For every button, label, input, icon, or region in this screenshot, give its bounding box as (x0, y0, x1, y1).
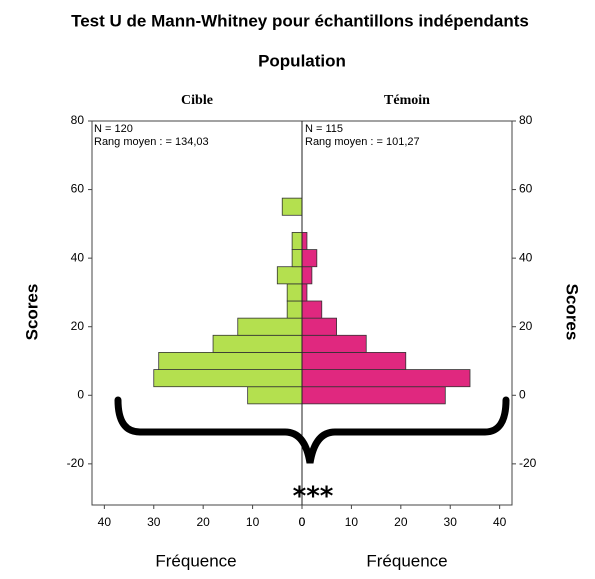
bar (247, 386, 303, 405)
x-tick-label: 20 (196, 515, 210, 529)
x-tick-label: 30 (147, 515, 161, 529)
bar (301, 334, 367, 353)
bar (237, 317, 303, 336)
bar (281, 197, 303, 216)
y-axis-label: Scores (22, 284, 41, 341)
x-tick-label: 0 (299, 515, 306, 529)
y-tick-label: 60 (519, 182, 533, 196)
y-tick-label: 20 (519, 319, 533, 333)
bar (286, 283, 303, 302)
bar (153, 369, 303, 388)
bar (286, 300, 303, 319)
stat-text: N = 115 (305, 123, 343, 135)
x-tick-label: 30 (444, 515, 458, 529)
x-axis-label: Fréquence (155, 551, 236, 570)
x-tick-label: 10 (246, 515, 260, 529)
x-tick-label: 0 (299, 515, 306, 529)
x-axis-label: Fréquence (366, 551, 447, 570)
stat-text: Rang moyen : = 101,27 (305, 136, 420, 148)
plot (153, 197, 471, 405)
y-tick-label: 40 (71, 250, 85, 264)
significance: *** (293, 482, 334, 512)
x-tick-label: 20 (394, 515, 408, 529)
y-tick-label: 80 (519, 113, 533, 127)
brace (114, 396, 510, 464)
x-tick-label: 10 (345, 515, 359, 529)
y-tick-label: 0 (519, 387, 526, 401)
y-tick-label: 0 (77, 387, 84, 401)
y-tick-label: 60 (71, 182, 85, 196)
bar (301, 352, 407, 370)
bar (301, 369, 471, 388)
bar (291, 232, 303, 250)
y-tick-label: 80 (71, 113, 85, 127)
stat-text: N = 120 (94, 123, 133, 135)
y-tick-label: 40 (519, 250, 533, 264)
bar (291, 249, 303, 268)
y-axis-label: Scores (563, 284, 582, 341)
group-label: Témoin (384, 93, 430, 108)
bar (301, 249, 318, 268)
bar (301, 300, 323, 319)
bar (301, 317, 337, 336)
bar (212, 334, 303, 353)
y-tick-label: 20 (71, 319, 85, 333)
x-tick-label: 40 (493, 515, 507, 529)
group-label: Cible (181, 93, 213, 108)
bar (301, 283, 308, 302)
bar (301, 266, 313, 285)
bar (301, 232, 308, 250)
stat-text: Rang moyen : = 134,03 (94, 136, 209, 148)
x-tick-label: 40 (98, 515, 112, 529)
bar (158, 352, 303, 370)
bar (276, 266, 303, 285)
y-tick-label: -20 (519, 456, 537, 470)
bar (301, 386, 446, 405)
y-tick-label: -20 (67, 456, 85, 470)
chart-title: Test U de Mann-Whitney pour échantillons… (71, 11, 529, 30)
chart-subtitle: Population (258, 51, 346, 70)
